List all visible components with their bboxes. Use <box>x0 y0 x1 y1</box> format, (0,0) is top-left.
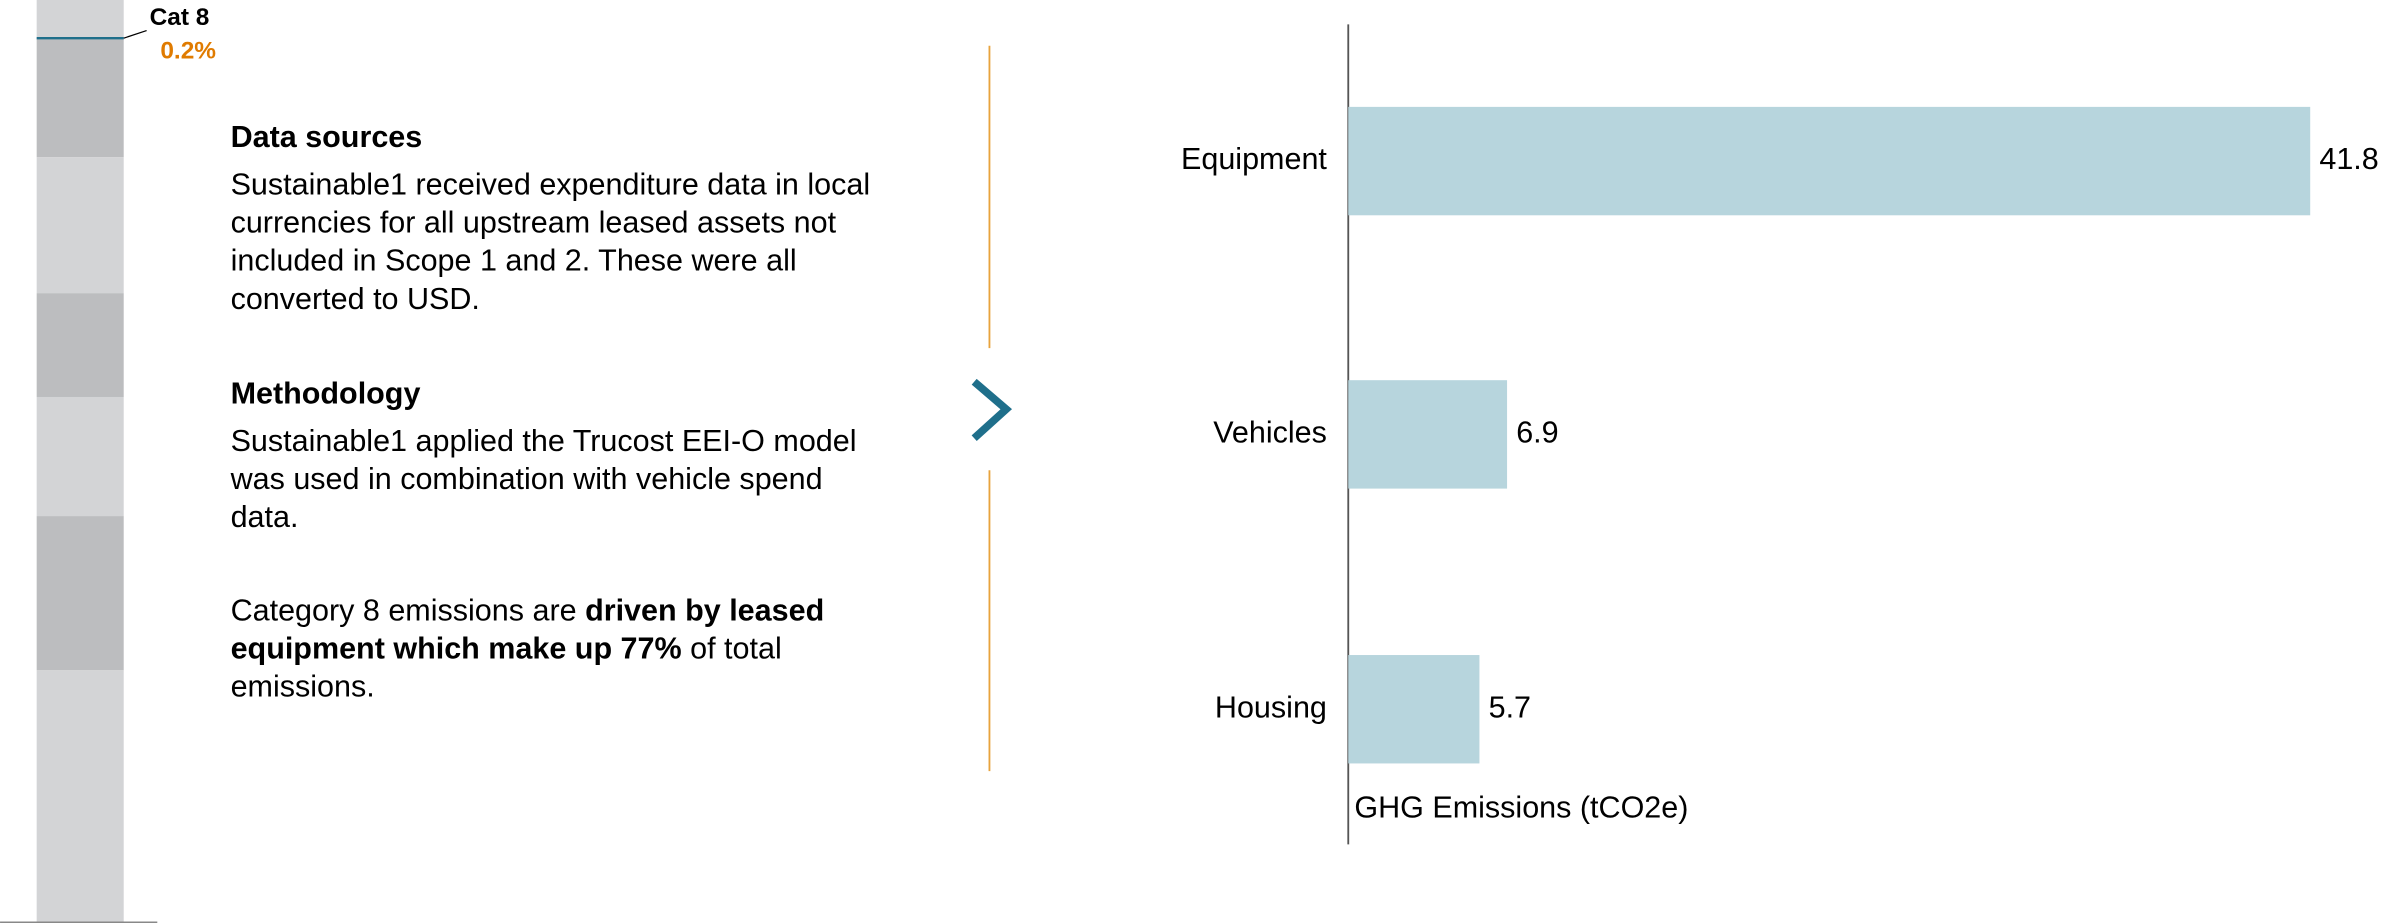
insight-line: equipment which make up 77% of total <box>231 632 782 666</box>
insight-line: Category 8 emissions are driven by lease… <box>231 593 825 627</box>
column-segment <box>36 157 124 294</box>
column-segment <box>36 0 124 39</box>
text-blocks: Data sources Sustainable1 received expend… <box>230 120 871 704</box>
value-label: 41.8 <box>2319 142 2378 176</box>
callout-value: 0.2% <box>160 37 216 64</box>
column-segment <box>36 396 124 517</box>
value-label: 6.9 <box>1516 415 1558 449</box>
value-label: 5.7 <box>1489 690 1531 724</box>
section-line: Sustainable1 received expenditure data i… <box>231 167 871 201</box>
column-segment <box>36 670 124 923</box>
section-heading: Methodology <box>231 377 421 411</box>
section-line: was used in combination with vehicle spe… <box>230 462 823 496</box>
bar <box>1348 106 2311 216</box>
scope-column <box>0 0 158 923</box>
section-line: data. <box>231 500 299 534</box>
section-heading: Data sources <box>231 120 423 154</box>
insight-run: of total <box>682 632 782 666</box>
x-axis-label: GHG Emissions (tCO2e) <box>1354 790 1688 824</box>
bar-chart: GHG Emissions (tCO2e) 41.8 Equipment 6.9 Ve… <box>1181 24 2379 845</box>
insight-line: emissions. <box>231 670 375 704</box>
insight-run: Category 8 emissions are <box>231 593 585 627</box>
chevron <box>971 378 1013 442</box>
insight-run: driven by leased <box>585 593 824 627</box>
category-label: Vehicles <box>1213 415 1327 449</box>
section-line: Sustainable1 applied the Trucost EEI-O m… <box>231 424 857 458</box>
callout-leader <box>123 29 147 39</box>
callout-label: Cat 8 <box>150 4 210 31</box>
section-line: currencies for all upstream leased asset… <box>231 206 837 240</box>
section-line: converted to USD. <box>231 282 480 316</box>
insight-run: emissions. <box>231 670 375 704</box>
section-line: included in Scope 1 and 2. These were al… <box>231 244 797 278</box>
bar <box>1348 655 1480 764</box>
category-label: Housing <box>1215 690 1327 724</box>
category-label: Equipment <box>1181 142 1327 176</box>
column-segment <box>36 516 124 671</box>
column-segment <box>36 38 124 158</box>
column-segment <box>36 293 124 397</box>
insight-run: equipment which make up 77% <box>231 632 682 666</box>
bar <box>1348 380 1508 489</box>
